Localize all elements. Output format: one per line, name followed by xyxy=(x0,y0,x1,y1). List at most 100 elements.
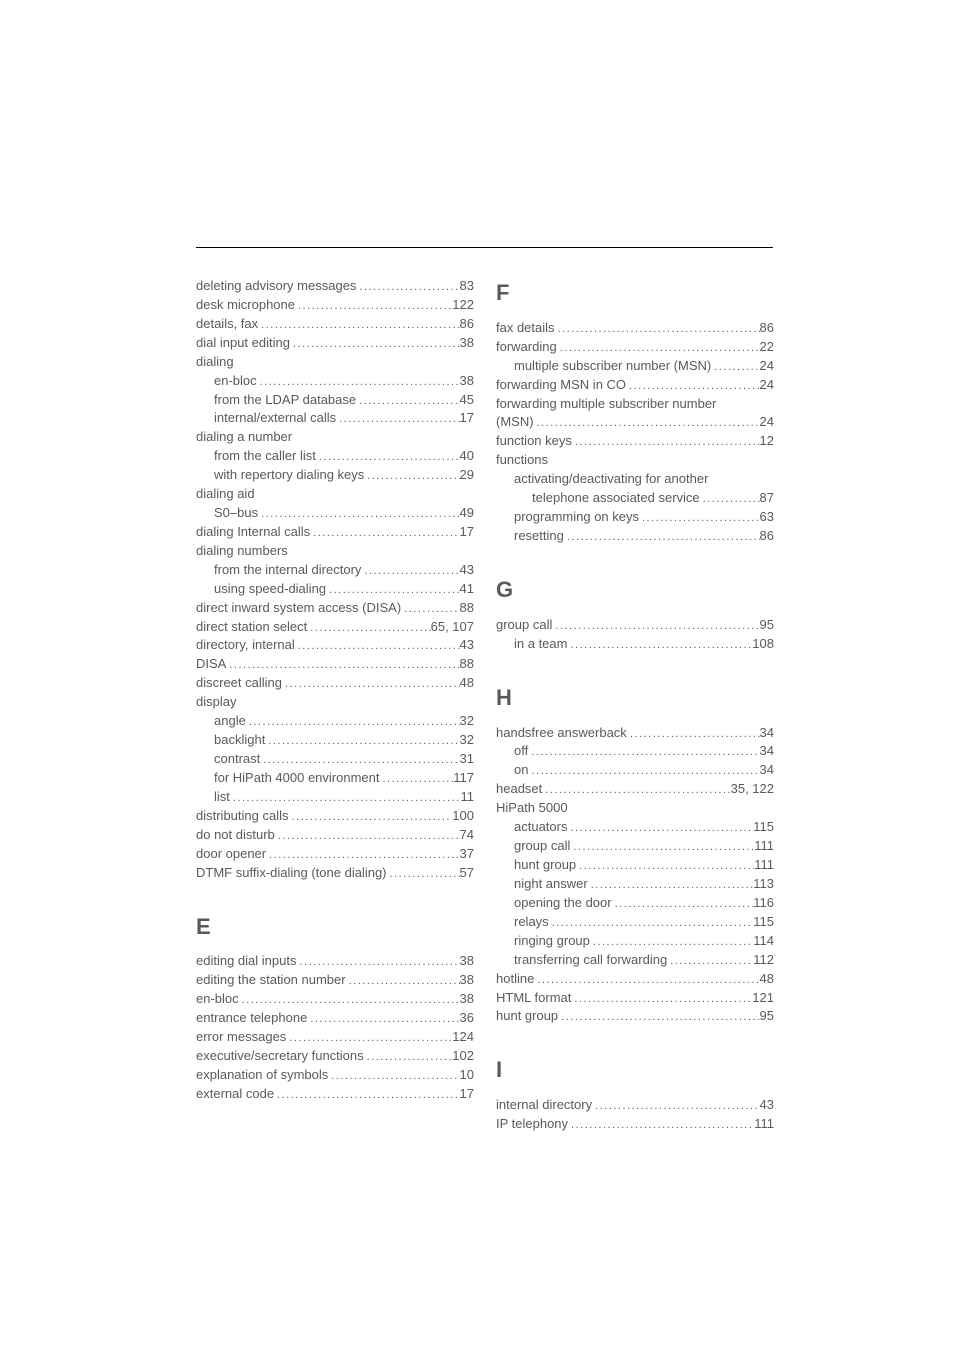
index-entry-label: IP telephony xyxy=(496,1115,568,1134)
index-entry-label: hunt group xyxy=(496,1007,558,1026)
index-entry: deleting advisory messages..............… xyxy=(196,277,474,296)
index-entry-label: desk microphone xyxy=(196,296,295,315)
index-entry-page: 38 xyxy=(460,952,474,971)
index-entry: functions xyxy=(496,451,774,470)
index-entry: headset.................................… xyxy=(496,780,774,799)
index-entry-label: HTML format xyxy=(496,989,571,1008)
index-entry-label: from the LDAP database xyxy=(214,391,356,410)
index-entry-dots: ........................................… xyxy=(568,1118,754,1134)
index-entry-dots: ........................................… xyxy=(627,727,760,743)
index-entry-dots: ........................................… xyxy=(534,416,760,432)
index-entry-label: forwarding MSN in CO xyxy=(496,376,626,395)
index-entry-dots: ........................................… xyxy=(295,299,452,315)
index-entry-label: function keys xyxy=(496,432,572,451)
index-entry-label: opening the door xyxy=(514,894,612,913)
index-entry: off.....................................… xyxy=(496,742,774,761)
index-entry: transferring call forwarding............… xyxy=(496,951,774,970)
index-entry-dots: ........................................… xyxy=(307,1012,459,1028)
index-entry-label: from the internal directory xyxy=(214,561,361,580)
index-entry-dots: ........................................… xyxy=(557,341,760,357)
index-entry-dots: ........................................… xyxy=(226,658,459,674)
index-entry: in a team...............................… xyxy=(496,635,774,654)
index-entry: HTML format.............................… xyxy=(496,989,774,1008)
index-entry-label: list xyxy=(214,788,230,807)
index-entry-label: DISA xyxy=(196,655,226,674)
index-entry-label: DTMF suffix-dialing (tone dialing) xyxy=(196,864,387,883)
index-entry: fax details.............................… xyxy=(496,319,774,338)
index-entry-dots: ........................................… xyxy=(356,280,459,296)
index-entry: hotline.................................… xyxy=(496,970,774,989)
index-entry-dots: ........................................… xyxy=(528,764,759,780)
index-entry-dots: ........................................… xyxy=(567,638,752,654)
index-entry-page: 121 xyxy=(752,989,774,1008)
index-entry-dots: ........................................… xyxy=(295,639,460,655)
index-entry-label: off xyxy=(514,742,528,761)
index-entry: S0–bus..................................… xyxy=(196,504,474,523)
index-entry-dots: ........................................… xyxy=(296,955,459,971)
index-entry: dialing numbers xyxy=(196,542,474,561)
index-entry: group call..............................… xyxy=(496,837,774,856)
index-entry-label: dialing Internal calls xyxy=(196,523,310,542)
index-entry-label: functions xyxy=(496,451,548,470)
index-section-header: E xyxy=(196,911,474,943)
index-entry-dots: ........................................… xyxy=(275,829,460,845)
index-entry-dots: ........................................… xyxy=(266,848,459,864)
index-entry-label: headset xyxy=(496,780,542,799)
index-entry-label: resetting xyxy=(514,527,564,546)
index-entry-label: directory, internal xyxy=(196,636,295,655)
index-entry-label: on xyxy=(514,761,528,780)
index-entry-dots: ........................................… xyxy=(612,897,754,913)
index-entry: editing the station number..............… xyxy=(196,971,474,990)
index-entry: dialing Internal calls..................… xyxy=(196,523,474,542)
index-entry-label: display xyxy=(196,693,236,712)
index-entry: direct station select...................… xyxy=(196,618,474,637)
index-entry-page: 34 xyxy=(760,761,774,780)
index-entry-dots: ........................................… xyxy=(310,526,459,542)
index-entry-page: 32 xyxy=(460,712,474,731)
index-entry-dots: ........................................… xyxy=(282,677,460,693)
index-entry-page: 111 xyxy=(754,856,774,875)
index-entry-page: 86 xyxy=(760,319,774,338)
index-entry: from the internal directory.............… xyxy=(196,561,474,580)
index-section-header: G xyxy=(496,574,774,606)
index-entry: night answer............................… xyxy=(496,875,774,894)
index-entry: HiPath 5000 xyxy=(496,799,774,818)
index-entry-label: en-bloc xyxy=(214,372,257,391)
index-entry: list....................................… xyxy=(196,788,474,807)
index-entry-label: for HiPath 4000 environment xyxy=(214,769,379,788)
index-entry: desk microphone.........................… xyxy=(196,296,474,315)
index-entry: error messages..........................… xyxy=(196,1028,474,1047)
index-entry-page: 22 xyxy=(760,338,774,357)
index-entry-dots: ........................................… xyxy=(289,810,453,826)
index-entry-dots: ........................................… xyxy=(558,1010,759,1026)
index-entry-label: forwarding multiple subscriber number xyxy=(496,395,716,414)
index-entry-dots: ........................................… xyxy=(567,821,753,837)
index-entry-label: group call xyxy=(496,616,552,635)
index-entry-page: 12 xyxy=(760,432,774,451)
index-entry-page: 35, 122 xyxy=(731,780,774,799)
index-entry-label: night answer xyxy=(514,875,588,894)
index-entry-label: handsfree answerback xyxy=(496,724,627,743)
index-entry-page: 117 xyxy=(453,769,474,788)
index-entry-label: group call xyxy=(514,837,570,856)
index-entry-page: 48 xyxy=(460,674,474,693)
index-entry-page: 45 xyxy=(460,391,474,410)
index-entry-page: 32 xyxy=(460,731,474,750)
index-entry-label: explanation of symbols xyxy=(196,1066,328,1085)
index-column-left: deleting advisory messages..............… xyxy=(196,277,474,1134)
index-entry-dots: ........................................… xyxy=(387,867,460,883)
index-entry-page: 17 xyxy=(460,523,474,542)
index-entry: forwarding MSN in CO....................… xyxy=(496,376,774,395)
index-entry-label: hunt group xyxy=(514,856,576,875)
index-entry: explanation of symbols..................… xyxy=(196,1066,474,1085)
index-entry-label: dialing a number xyxy=(196,428,292,447)
index-entry-dots: ........................................… xyxy=(555,322,760,338)
index-entry-label: dialing numbers xyxy=(196,542,288,561)
index-entry-page: 122 xyxy=(452,296,474,315)
index-entry-label: dial input editing xyxy=(196,334,290,353)
index-entry: activating/deactivating for another xyxy=(496,470,774,489)
index-entry-label: using speed-dialing xyxy=(214,580,326,599)
index-entry-dots: ........................................… xyxy=(364,469,459,485)
index-entry-label: distributing calls xyxy=(196,807,289,826)
index-entry-page: 86 xyxy=(460,315,474,334)
